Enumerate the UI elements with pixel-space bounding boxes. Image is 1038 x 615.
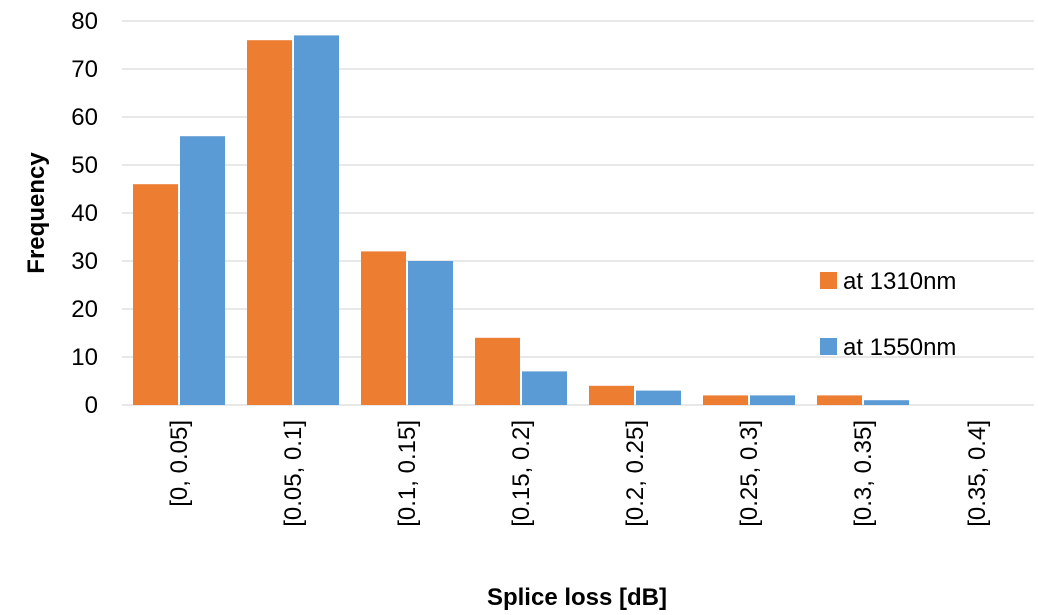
x-axis-ticks: [0, 0.05] [0.05, 0.1] [0.1, 0.15] [0.15, 0.…	[166, 420, 991, 527]
bar-1310nm	[475, 337, 520, 405]
x-tick-label: [0, 0.05]	[166, 420, 193, 507]
bar-1550nm	[408, 261, 453, 405]
legend-swatch	[820, 338, 837, 355]
y-tick-label: 50	[71, 152, 98, 179]
y-tick-label: 70	[71, 56, 98, 83]
legend-label: at 1550nm	[843, 334, 956, 361]
bar-1310nm	[817, 395, 862, 405]
bar-1550nm	[750, 395, 795, 405]
legend: at 1310nm at 1550nm	[820, 268, 956, 361]
bar-1550nm	[180, 136, 225, 405]
bar-1550nm	[636, 390, 681, 405]
bar-1310nm	[589, 385, 634, 405]
x-tick-label: [0.15, 0.2]	[508, 420, 535, 527]
x-tick-label: [0.3, 0.35]	[850, 420, 877, 527]
x-tick-label: [0.35, 0.4]	[964, 420, 991, 527]
y-tick-label: 0	[85, 392, 98, 419]
x-tick-label: [0.05, 0.1]	[280, 420, 307, 527]
y-tick-label: 80	[71, 8, 98, 35]
y-tick-label: 40	[71, 200, 98, 227]
x-tick-label: [0.2, 0.25]	[622, 420, 649, 527]
y-tick-label: 10	[71, 344, 98, 371]
x-tick-label: [0.25, 0.3]	[736, 420, 763, 527]
y-tick-label: 30	[71, 248, 98, 275]
bar-1550nm	[522, 371, 567, 405]
x-axis-title: Splice loss [dB]	[487, 584, 667, 611]
bars	[133, 35, 909, 406]
bar-1310nm	[247, 40, 292, 405]
y-axis-ticks: 0 10 20 30 40 50 60 70 80	[71, 8, 98, 419]
bar-1310nm	[133, 184, 178, 405]
legend-label: at 1310nm	[843, 268, 956, 295]
bar-1310nm	[703, 395, 748, 405]
bar-1550nm	[864, 400, 909, 405]
x-tick-label: [0.1, 0.15]	[394, 420, 421, 527]
y-tick-label: 60	[71, 104, 98, 131]
y-tick-label: 20	[71, 296, 98, 323]
bar-1550nm	[294, 35, 339, 406]
bar-1310nm	[361, 251, 406, 405]
legend-swatch	[820, 272, 837, 289]
y-axis-title: Frequency	[23, 152, 50, 274]
